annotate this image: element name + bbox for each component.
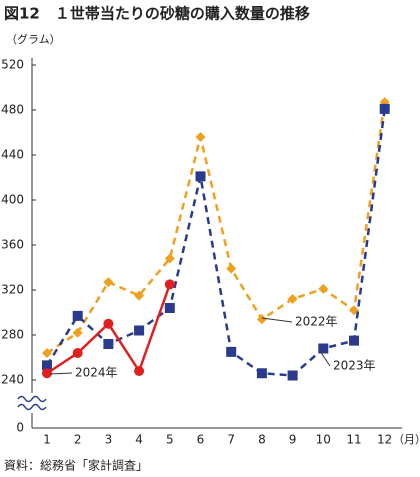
marker bbox=[349, 335, 359, 346]
marker bbox=[379, 103, 390, 114]
marker bbox=[195, 132, 206, 142]
y-tick-label: 240 bbox=[1, 373, 24, 387]
y-tick-label: 440 bbox=[1, 148, 24, 162]
marker bbox=[72, 327, 83, 338]
y-tick-label: 320 bbox=[1, 283, 24, 297]
y-tick-label: 360 bbox=[1, 238, 24, 252]
marker bbox=[134, 290, 145, 301]
marker bbox=[164, 279, 175, 290]
x-tick-label: 11 bbox=[346, 433, 361, 447]
axis-break bbox=[17, 403, 47, 411]
marker bbox=[287, 294, 298, 304]
series-line bbox=[46, 283, 171, 375]
marker bbox=[42, 348, 52, 358]
label-leader bbox=[49, 372, 73, 375]
x-axis-label: （月） bbox=[393, 433, 420, 446]
series-label: 2023年 bbox=[333, 359, 376, 373]
x-tick-label: 8 bbox=[258, 433, 266, 447]
y-tick-label: 480 bbox=[1, 103, 24, 117]
x-tick-label: 10 bbox=[316, 433, 331, 447]
marker bbox=[72, 310, 83, 321]
marker bbox=[318, 283, 329, 294]
y-tick-label: 400 bbox=[1, 193, 24, 207]
y-tick-label: 0 bbox=[16, 421, 24, 435]
label-bg bbox=[293, 314, 337, 330]
y-axis-label: （グラム） bbox=[6, 32, 61, 46]
marker bbox=[318, 343, 329, 354]
x-tick-label: 7 bbox=[227, 433, 235, 447]
x-tick-label: 2 bbox=[74, 433, 82, 447]
chart-title: 図12 １世帯当たりの砂糖の購入数量の推移 bbox=[4, 5, 310, 23]
x-tick-label: 5 bbox=[166, 433, 174, 447]
marker bbox=[72, 348, 83, 358]
marker bbox=[103, 339, 114, 349]
marker bbox=[164, 253, 175, 264]
label-bg bbox=[73, 365, 117, 381]
series-line bbox=[46, 101, 386, 355]
x-tick-label: 1 bbox=[43, 433, 51, 447]
marker bbox=[42, 368, 52, 379]
marker bbox=[287, 370, 298, 381]
marker bbox=[256, 368, 267, 379]
x-tick-label: 9 bbox=[289, 433, 297, 447]
marker bbox=[134, 366, 145, 376]
marker bbox=[103, 318, 114, 329]
series-label: 2024年 bbox=[75, 366, 118, 380]
marker bbox=[42, 360, 52, 371]
marker bbox=[103, 277, 114, 288]
y-tick-label: 280 bbox=[1, 328, 24, 342]
source: 資料：総務省「家計調査」 bbox=[4, 458, 148, 473]
x-tick-label: 3 bbox=[105, 433, 113, 447]
axis-break bbox=[17, 395, 47, 403]
marker bbox=[226, 263, 237, 274]
marker bbox=[226, 346, 237, 357]
marker bbox=[164, 303, 175, 313]
x-tick-label: 4 bbox=[135, 433, 143, 447]
label-leader bbox=[319, 350, 331, 367]
label-leader bbox=[261, 317, 293, 323]
label-bg bbox=[331, 358, 375, 374]
marker bbox=[256, 314, 267, 325]
y-tick-label: 520 bbox=[1, 58, 24, 72]
series-label: 2022年 bbox=[295, 315, 338, 329]
x-tick-label: 12 bbox=[377, 433, 392, 447]
marker bbox=[195, 171, 206, 182]
x-tick-label: 6 bbox=[197, 433, 205, 447]
marker bbox=[134, 325, 145, 336]
